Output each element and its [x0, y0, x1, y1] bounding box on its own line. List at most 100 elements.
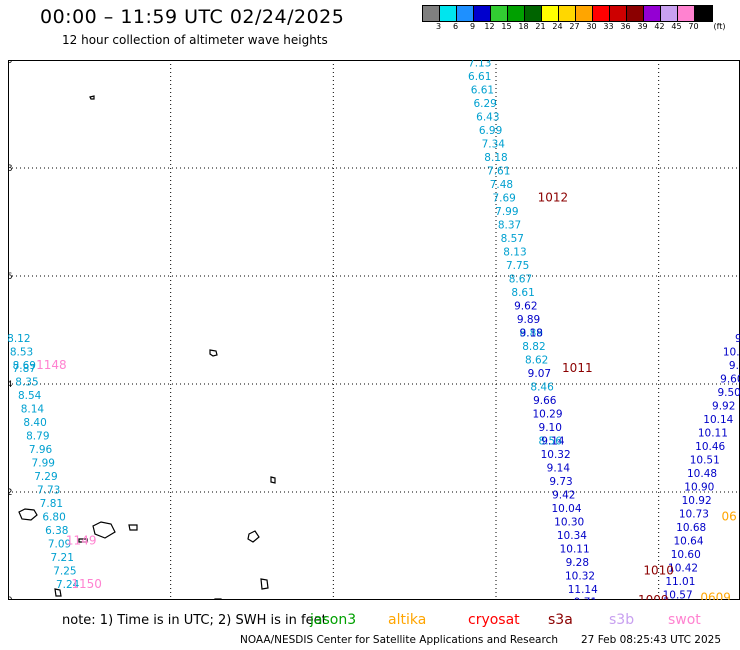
time-label: 1149: [66, 534, 97, 548]
wave-height-value: 9.42: [552, 490, 575, 502]
satellite-legend-item: cryosat: [468, 612, 520, 628]
scale-tick-label: 15: [501, 22, 512, 31]
island-outline: [247, 530, 260, 543]
wave-height-value: 10.57: [663, 590, 693, 600]
wave-height-value: 10.48: [687, 468, 717, 480]
wave-height-value: 7.69: [492, 193, 515, 205]
footer-note: note: 1) Time is in UTC; 2) SWH is in fe…: [62, 613, 327, 628]
scale-swatch: [593, 6, 610, 21]
scale-tick-label: 9: [469, 22, 476, 31]
color-scale-bar: [422, 5, 713, 22]
wave-height-value: 9.14: [541, 436, 565, 448]
wave-height-value: 9.50: [717, 387, 740, 399]
wave-height-value: 8.13: [503, 247, 526, 259]
scale-swatch: [559, 6, 576, 21]
wave-height-value: 9.28: [566, 557, 589, 569]
scale-swatch: [695, 6, 712, 21]
scale-tick-label: 45: [671, 22, 682, 31]
wave-height-value: 11.01: [665, 576, 695, 588]
wave-height-value: 8.82: [522, 341, 545, 353]
latitude-tick-label: 18: [8, 164, 13, 174]
island-outline: [209, 349, 218, 357]
wave-height-value: 10.64: [673, 536, 703, 548]
wave-height-value: 8.69: [13, 360, 36, 372]
wave-height-value: 8.62: [525, 355, 548, 367]
island-outline: [89, 95, 95, 100]
scale-swatch: [644, 6, 661, 21]
scale-tick-label: 36: [620, 22, 631, 31]
time-label: 1148: [36, 358, 67, 372]
time-label: 1011: [562, 361, 593, 375]
satellite-legend-item: swot: [668, 612, 701, 628]
scale-tick-label: 24: [552, 22, 563, 31]
satellite-legend-item: jason3: [310, 612, 357, 628]
wave-height-value: 7.13: [468, 60, 491, 70]
time-label: 1009: [638, 593, 669, 600]
scale-tick-label: 30: [586, 22, 597, 31]
wave-height-value: 7.48: [490, 179, 513, 191]
wave-height-value: 8.53: [10, 347, 33, 359]
latitude-tick-label: 10: [8, 596, 13, 600]
scale-swatch: [627, 6, 644, 21]
scale-tick-label: 18: [518, 22, 529, 31]
satellite-legend-item: s3b: [609, 612, 635, 628]
wave-height-value: 9.: [735, 333, 740, 345]
latitude-tick-label: 20: [8, 60, 13, 66]
wave-height-value: 6.99: [479, 125, 502, 137]
scale-tick-label: 3: [435, 22, 442, 31]
wave-height-value: 9.07: [528, 368, 551, 380]
wave-height-value: 8.18: [484, 152, 507, 164]
latitude-tick-label: 14: [8, 380, 13, 390]
scale-swatch: [423, 6, 440, 21]
wave-height-value: 10.32: [565, 571, 595, 583]
scale-tick-label: 39: [637, 22, 648, 31]
wave-height-value: 8.79: [26, 430, 49, 442]
time-label: 06: [722, 509, 737, 523]
page-title: 00:00 – 11:59 UTC 02/24/2025: [40, 6, 345, 28]
scale-swatch: [440, 6, 457, 21]
latitude-tick-label: 12: [8, 488, 12, 498]
wave-height-value: 9.92: [712, 401, 735, 413]
wave-height-value: 7.99: [495, 206, 518, 218]
wave-height-value: 9.89: [517, 314, 540, 326]
satellite-legend-item: s3a: [548, 612, 573, 628]
wave-height-value: 7.99: [32, 457, 55, 469]
wave-height-value: 10.51: [690, 455, 720, 467]
wave-height-value: 10.73: [679, 509, 709, 521]
wave-height-value: 6.61: [468, 71, 491, 83]
wave-height-value: 8.12: [8, 333, 31, 345]
wave-height-value: 7.34: [482, 139, 506, 151]
wave-height-value: 7.09: [48, 538, 71, 550]
scale-tick-label: 21: [535, 22, 546, 31]
wave-height-value: 8.56: [539, 436, 563, 448]
wave-height-value: 10.11: [560, 544, 590, 556]
scale-swatch: [457, 6, 474, 21]
credit-line: NOAA/NESDIS Center for Satellite Applica…: [240, 634, 558, 646]
wave-height-value: 9.14: [547, 463, 571, 475]
scale-tick-label: 42: [654, 22, 665, 31]
island-outline: [128, 524, 138, 531]
latitude-tick-label: 16: [8, 272, 13, 282]
wave-height-value: 10.90: [684, 482, 714, 494]
wave-height-value: 8.89: [520, 328, 543, 340]
scale-tick-label: 6: [452, 22, 459, 31]
scale-swatch: [610, 6, 627, 21]
wave-height-value: 10.32: [541, 449, 571, 461]
wave-height-value: 8.40: [23, 417, 46, 429]
scale-unit-label: (ft): [713, 22, 726, 31]
wave-height-value: 6.61: [471, 85, 494, 97]
time-label: 0609: [700, 590, 731, 600]
island-outline: [260, 578, 269, 590]
wave-height-value: 11.14: [568, 584, 598, 596]
satellite-legend-item: altika: [388, 612, 427, 628]
wave-height-value: 8.37: [498, 220, 521, 232]
wave-height-value: 10.29: [532, 409, 562, 421]
scale-swatch: [661, 6, 678, 21]
wave-height-value: 9.10: [539, 422, 562, 434]
wave-height-value: 7.25: [53, 565, 76, 577]
wave-height-value: 7.24: [56, 579, 80, 591]
wave-height-value: 7.96: [29, 444, 53, 456]
wave-height-value: 9.71: [574, 597, 597, 600]
wave-height-value: 7.73: [37, 484, 60, 496]
wave-height-value: 7.75: [506, 260, 529, 272]
